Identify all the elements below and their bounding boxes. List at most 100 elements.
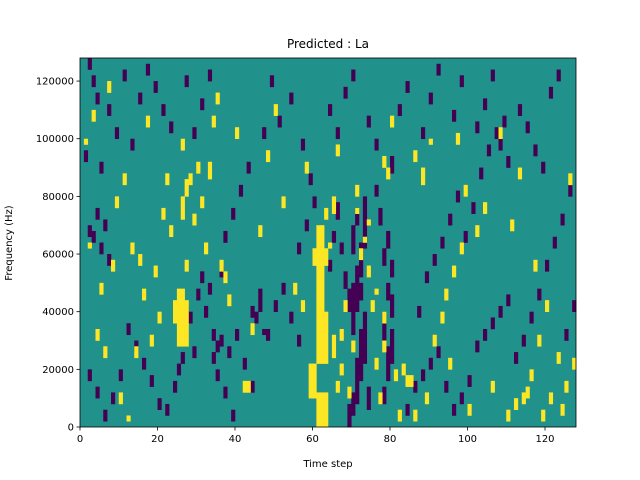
heatmap-cell-high	[331, 196, 337, 214]
heatmap-cell-high	[374, 357, 379, 370]
heatmap-cell-low	[366, 115, 371, 128]
heatmap-cell-high	[525, 386, 530, 399]
heatmap-cell-high	[176, 288, 182, 347]
heatmap-cell-low	[374, 138, 379, 151]
heatmap-cell-high	[304, 161, 309, 174]
heatmap-cell-low	[258, 288, 263, 301]
x-tick-label: 80	[384, 434, 397, 445]
heatmap-cell-high	[184, 259, 189, 272]
heatmap-cell-high	[556, 352, 561, 364]
heatmap-cell-high	[153, 265, 158, 278]
heatmap-cell-high	[324, 248, 329, 266]
heatmap-cell-low	[235, 328, 240, 341]
heatmap-cell-high	[165, 173, 170, 186]
heatmap-cell-low	[211, 328, 216, 341]
heatmap-cell-high	[452, 265, 457, 278]
heatmap-cell-high	[227, 294, 232, 307]
heatmap-cell-low	[479, 167, 484, 180]
heatmap-cell-high	[483, 202, 488, 214]
heatmap-cell-low	[459, 392, 464, 405]
heatmap-cell-low	[545, 259, 550, 272]
heatmap-cell-low	[223, 230, 228, 243]
heatmap-cell-low	[122, 69, 127, 82]
heatmap-cell-low	[215, 369, 220, 382]
heatmap-cell-high	[390, 115, 395, 128]
heatmap-cell-high	[537, 334, 542, 347]
heatmap-cell-low	[455, 190, 461, 203]
heatmap-cell-high	[413, 409, 418, 422]
heatmap-cell-low	[374, 184, 379, 197]
heatmap-cell-low	[355, 265, 360, 312]
heatmap-cell-high	[533, 259, 538, 272]
heatmap-cell-high	[339, 328, 344, 341]
heatmap-cell-low	[483, 98, 488, 111]
heatmap-cell-high	[463, 184, 468, 197]
heatmap-cell-high	[134, 346, 139, 359]
x-tick-label: 20	[151, 434, 164, 445]
heatmap-cell-high	[204, 242, 209, 255]
heatmap-cell-high	[541, 409, 546, 422]
heatmap-cell-low	[145, 63, 151, 76]
heatmap-cell-high	[386, 167, 391, 180]
heatmap-cell-low	[502, 115, 507, 128]
heatmap-cell-low	[231, 207, 236, 220]
heatmap-cell-high	[351, 340, 356, 353]
heatmap-cell-low	[436, 346, 441, 359]
heatmap-cell-low	[204, 305, 209, 318]
heatmap-cell-low	[277, 115, 282, 128]
heatmap-cell-low	[142, 357, 147, 370]
heatmap-cell-high	[424, 392, 430, 405]
heatmap-cell-high	[308, 363, 313, 399]
heatmap-cell-low	[568, 184, 573, 197]
heatmap-cell-low	[223, 386, 228, 399]
heatmap-cell-low	[343, 271, 348, 289]
heatmap-cell-high	[211, 115, 216, 128]
heatmap-cell-low	[421, 369, 426, 382]
heatmap-cell-low	[312, 196, 317, 209]
heatmap-cell-low	[103, 219, 108, 232]
heatmap-cell-low	[103, 409, 108, 422]
heatmap-cell-low	[262, 127, 267, 140]
heatmap-cell-high	[99, 282, 104, 295]
y-tick-label: 60000	[42, 250, 74, 261]
heatmap-cell-low	[91, 230, 96, 243]
heatmap-cell-low	[440, 236, 445, 249]
heatmap-cell-low	[436, 63, 441, 76]
heatmap-cell-low	[227, 346, 232, 359]
heatmap-cell-high	[320, 225, 325, 312]
heatmap-cell-low	[114, 127, 120, 140]
heatmap-cell-low	[107, 254, 112, 266]
heatmap-cell-low	[192, 346, 197, 359]
heatmap-cell-high	[324, 392, 329, 416]
heatmap-cell-high	[300, 300, 306, 312]
heatmap-cell-high	[316, 392, 321, 416]
heatmap-cell-low	[157, 398, 162, 410]
heatmap-cell-high	[355, 184, 360, 197]
heatmap-cell-low	[107, 104, 112, 116]
heatmap-cell-high	[320, 392, 325, 416]
heatmap-cell-high	[316, 311, 321, 364]
heatmap-cell-low	[424, 271, 430, 284]
heatmap-cell-low	[471, 202, 476, 214]
heatmap-cell-high	[475, 225, 480, 238]
heatmap-cell-high	[111, 259, 116, 272]
heatmap-cell-low	[238, 184, 244, 197]
heatmap-cell-high	[316, 415, 321, 428]
heatmap-cell-low	[211, 352, 216, 364]
heatmap-cell-low	[475, 340, 480, 353]
heatmap-cell-low	[165, 403, 170, 416]
heatmap-cell-high	[138, 254, 143, 266]
heatmap-cell-low	[362, 196, 368, 249]
y-tick-label: 40000	[42, 307, 74, 318]
heatmap-cell-low	[130, 138, 135, 151]
heatmap-cell-low	[219, 334, 224, 347]
x-tick-label: 120	[535, 434, 554, 445]
heatmap-cell-low	[452, 403, 457, 416]
heatmap-cell-high	[200, 196, 205, 209]
heatmap-cell-high	[545, 300, 550, 312]
heatmap-cell-low	[266, 328, 271, 341]
heatmap-cell-high	[145, 115, 151, 128]
heatmap-cell-low	[390, 328, 395, 364]
heatmap-cell-low	[428, 92, 433, 105]
heatmap-cell-low	[347, 288, 352, 312]
